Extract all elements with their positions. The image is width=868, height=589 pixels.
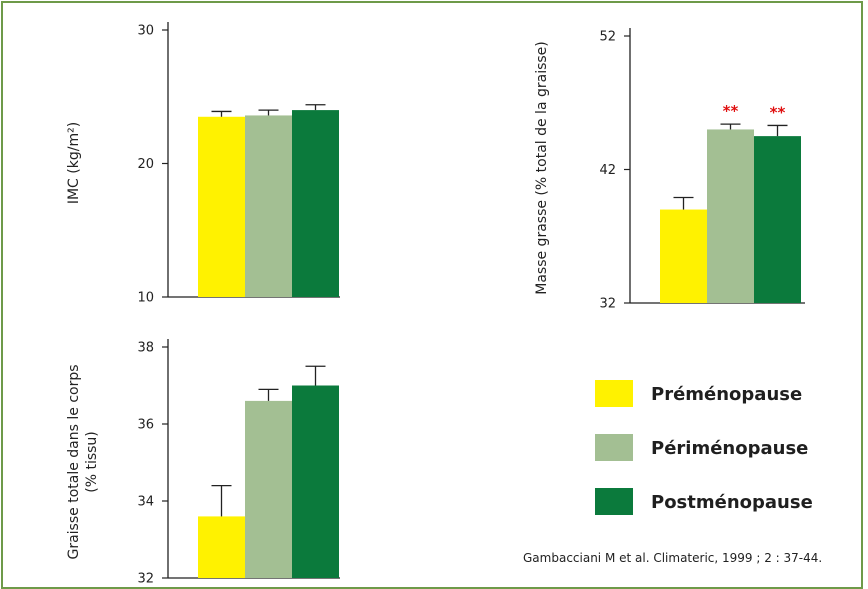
y-tick-label: 30 bbox=[137, 24, 154, 39]
legend-label-premenopause: Préménopause bbox=[651, 384, 802, 405]
bar-postmenopause bbox=[292, 110, 339, 297]
y-axis-title: IMC (kg/m²) bbox=[66, 122, 82, 204]
y-tick-label: 10 bbox=[137, 291, 154, 306]
y-axis-title-line: Graisse totale dans le corps bbox=[66, 364, 82, 559]
chart-masse-grasse: 32 42 52 Masse grasse (% total de la graiss… bbox=[534, 28, 805, 312]
y-axis-title: Graisse totale dans le corps (% tissu) bbox=[66, 364, 100, 559]
y-tick-label: 20 bbox=[137, 157, 154, 172]
bar-postmenopause bbox=[292, 385, 339, 578]
legend-label-postmenopause: Postménopause bbox=[651, 492, 813, 513]
y-tick-label: 34 bbox=[137, 495, 154, 510]
y-tick-label: 42 bbox=[599, 163, 616, 178]
bar-postmenopause bbox=[754, 136, 801, 303]
bar-perimenopause bbox=[245, 115, 292, 297]
bar-premenopause bbox=[198, 516, 245, 578]
bar-premenopause bbox=[660, 209, 707, 303]
y-tick-label: 32 bbox=[599, 297, 616, 312]
y-tick-label: 36 bbox=[137, 418, 154, 433]
legend: Préménopause Périménopause Postménopause bbox=[595, 380, 813, 515]
y-tick-label: 52 bbox=[599, 30, 616, 45]
y-axis-title-line: IMC (kg/m²) bbox=[66, 122, 82, 204]
legend-label-perimenopause: Périménopause bbox=[651, 438, 808, 459]
bar-premenopause bbox=[198, 116, 245, 298]
legend-swatch-postmenopause bbox=[595, 488, 633, 515]
bar-perimenopause bbox=[245, 400, 292, 578]
chart-imc: 10 20 30 IMC (kg/m²) bbox=[66, 22, 340, 306]
y-axis-title-line: (% tissu) bbox=[84, 431, 100, 493]
significance-marker: ** bbox=[770, 103, 786, 121]
significance-marker: ** bbox=[723, 102, 739, 120]
y-axis-title-line: Masse grasse (% total de la graisse) bbox=[534, 41, 550, 295]
y-axis-title: Masse grasse (% total de la graisse) bbox=[534, 41, 550, 295]
source-citation: Gambacciani M et al. Climateric, 1999 ; … bbox=[523, 551, 822, 565]
chart-graisse-totale: 32 34 36 38 Graisse totale dans le corps (% t… bbox=[66, 339, 340, 587]
y-tick-label: 38 bbox=[137, 341, 154, 356]
bar-perimenopause bbox=[707, 129, 754, 303]
legend-swatch-perimenopause bbox=[595, 434, 633, 461]
legend-swatch-premenopause bbox=[595, 380, 633, 407]
y-tick-label: 32 bbox=[137, 572, 154, 587]
